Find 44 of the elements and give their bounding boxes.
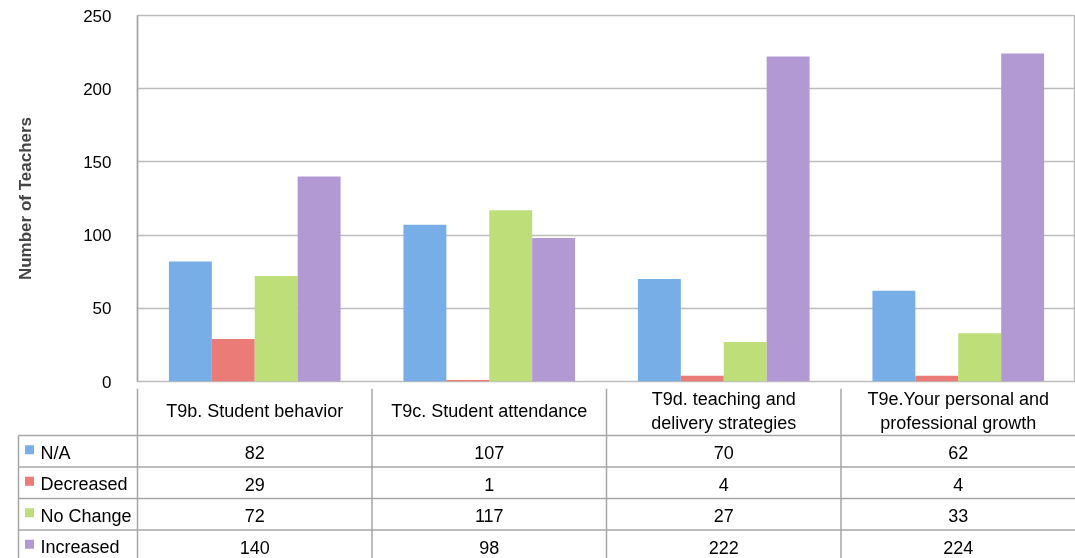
bar <box>489 210 533 382</box>
y-tick-label: 250 <box>83 6 112 26</box>
y-tick-label: 100 <box>83 226 112 246</box>
data-label: 72 <box>244 506 265 527</box>
data-label: 4 <box>718 474 729 495</box>
bar <box>403 224 447 382</box>
data-label: 117 <box>474 506 504 527</box>
bar <box>211 339 255 382</box>
bar <box>637 279 681 382</box>
x-tick-label: T9b. Student behavior <box>166 400 344 421</box>
x-tick-label: T9c. Student attendance <box>391 400 588 421</box>
data-label: 222 <box>708 537 739 558</box>
x-tick-label: T9e.Your personal and professional growth <box>867 388 1049 433</box>
data-label: 107 <box>474 443 505 464</box>
y-axis-title: Number of Teachers <box>16 116 36 281</box>
bar <box>297 176 341 382</box>
data-label: 70 <box>713 443 734 464</box>
legend-label: N/A <box>40 442 71 463</box>
data-label: 27 <box>713 506 734 527</box>
y-tick-label: 50 <box>92 299 112 319</box>
data-label: 29 <box>244 474 265 495</box>
data-label: 224 <box>943 537 974 558</box>
y-tick-label: 0 <box>102 372 112 392</box>
data-label: 140 <box>239 537 270 558</box>
bar <box>532 238 576 382</box>
x-tick-label: T9d. teaching and delivery strategies <box>651 388 797 433</box>
y-tick-label: 150 <box>83 152 112 172</box>
bar <box>1001 53 1045 382</box>
legend-label: No Change <box>40 505 132 526</box>
bar <box>958 333 1002 382</box>
data-label: 4 <box>953 474 964 495</box>
data-label: 82 <box>244 443 265 464</box>
legend-label: Increased <box>40 537 120 558</box>
data-label: 98 <box>479 537 500 558</box>
data-label: 62 <box>948 443 969 464</box>
bar <box>766 56 810 382</box>
data-label: 1 <box>484 474 495 495</box>
legend-label: Decreased <box>40 474 128 495</box>
bar <box>168 261 212 382</box>
y-tick-label: 200 <box>83 79 112 99</box>
bar <box>254 276 298 382</box>
data-label: 33 <box>948 506 969 527</box>
bar <box>872 290 916 382</box>
bar <box>723 341 767 382</box>
